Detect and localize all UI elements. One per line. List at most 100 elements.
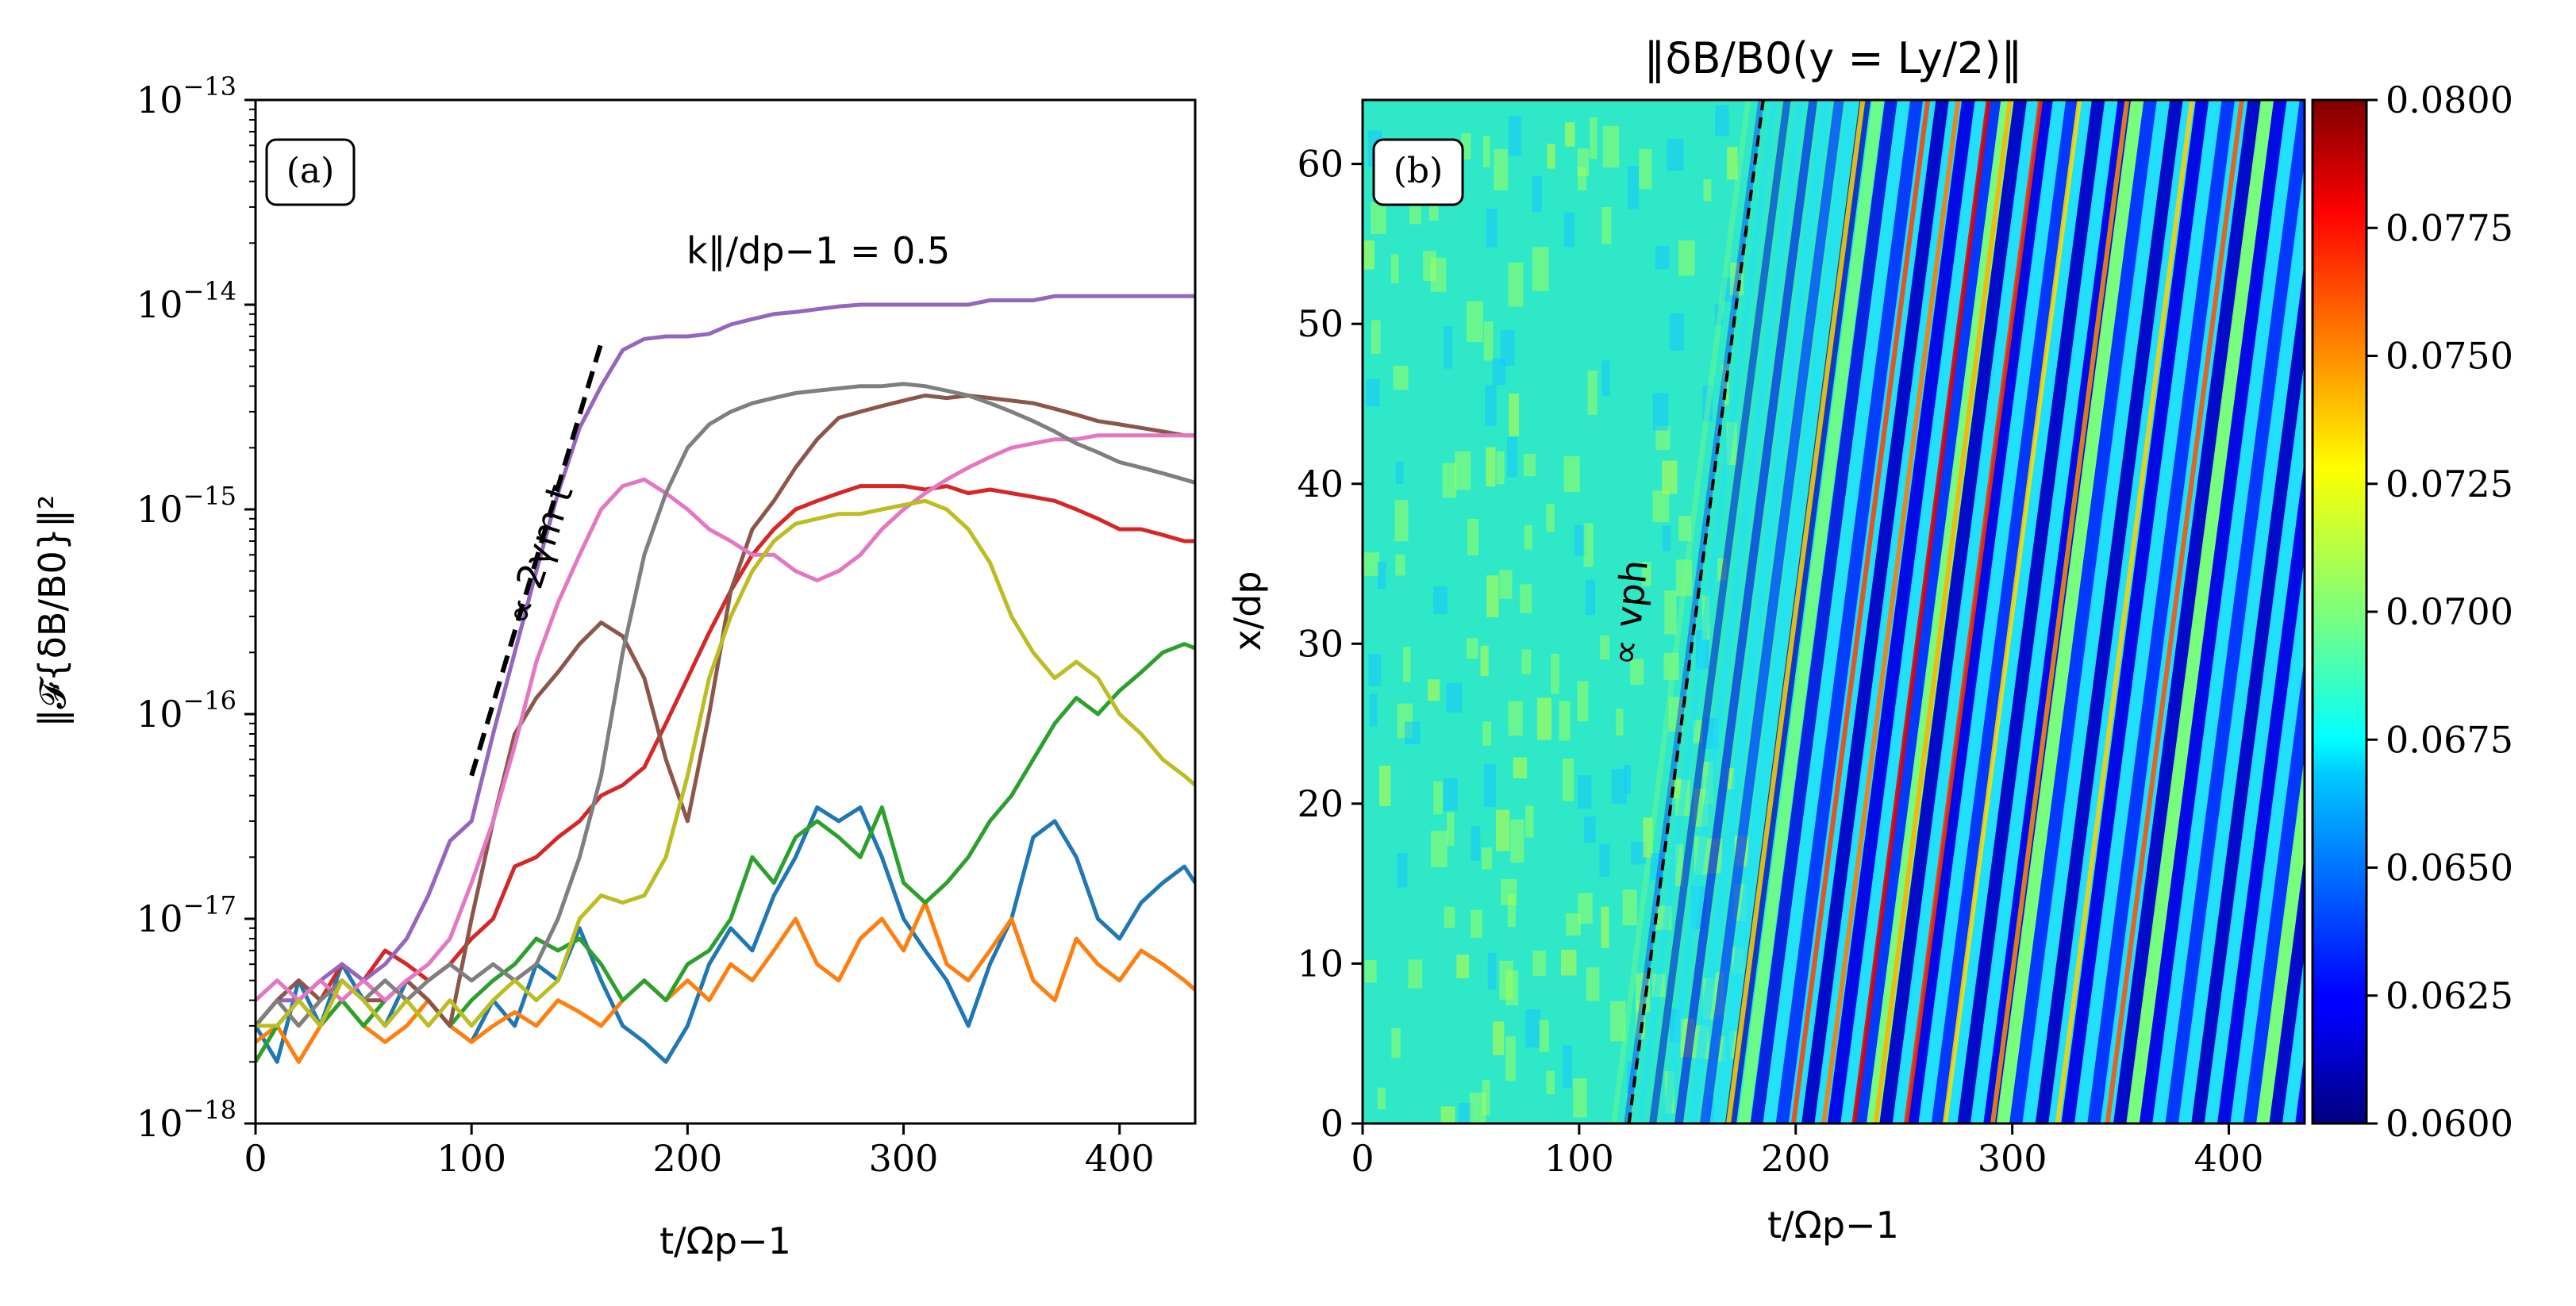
- heatmap-stripe: [1970, 100, 2120, 1124]
- heatmap-stripe: [2165, 100, 2305, 1124]
- heatmap-cell: [1480, 645, 1489, 677]
- heatmap-cell: [1469, 1093, 1486, 1124]
- heatmap-cell: [1508, 262, 1524, 307]
- panel-a-ytick-label: 10−16: [136, 686, 236, 736]
- heatmap-cell: [1371, 320, 1381, 354]
- heatmap-stripe: [2113, 100, 2263, 1124]
- heatmap-cell: [1523, 453, 1536, 477]
- heatmap-cell: [1430, 257, 1447, 292]
- heatmap-stripe: [1763, 100, 1911, 1124]
- heatmap-cell: [1586, 967, 1600, 1001]
- heatmap-cell: [1363, 240, 1375, 270]
- heatmap-cell: [1611, 769, 1628, 805]
- panel-b-ytick-label: 20: [1297, 782, 1344, 825]
- heatmap-ridge: [1726, 100, 1866, 1124]
- heatmap-cell: [1499, 570, 1513, 599]
- heatmap-cell: [1652, 974, 1666, 997]
- heatmap-cell: [1446, 682, 1463, 713]
- colorbar-ticks: 0.0600 0.0625 0.0650 0.0675 0.0700 0.0725 0.07…: [2366, 79, 2513, 1145]
- heatmap-cell: [1507, 436, 1517, 477]
- heatmap-cell: [1510, 819, 1524, 863]
- heatmap-cell: [1483, 763, 1497, 807]
- heatmap-cell: [1405, 721, 1421, 745]
- heatmap-cell: [1458, 1103, 1473, 1124]
- heatmap-cell: [1630, 659, 1644, 686]
- heatmap-stripe: [1737, 100, 1884, 1124]
- k-parallel-annotation: k∥/dp−1 = 0.5: [686, 229, 950, 272]
- heatmap-stripes: [1363, 100, 2305, 1124]
- heatmap-cell: [1587, 371, 1598, 415]
- heatmap-stripe: [1905, 100, 2055, 1124]
- colorbar-tick-label: 0.0775: [2386, 206, 2513, 249]
- heatmap-cell: [1532, 247, 1549, 291]
- heatmap-cell: [1546, 1070, 1555, 1095]
- heatmap-cell: [1662, 525, 1671, 551]
- heatmap-cell: [1590, 117, 1598, 159]
- heatmap-cell: [1482, 721, 1491, 746]
- heatmap-cell: [1655, 905, 1672, 930]
- heatmap-cell: [1403, 647, 1411, 682]
- heatmap-cell: [1482, 1079, 1490, 1116]
- heatmap-cell: [1601, 360, 1610, 397]
- heatmap-stripe: [2139, 100, 2289, 1124]
- heatmap-cell: [1377, 562, 1386, 590]
- heatmap-cell: [1447, 812, 1455, 847]
- heatmap-cell: [1578, 775, 1592, 809]
- heatmap-cell: [1564, 122, 1575, 147]
- heatmap-ridge: [1821, 100, 1961, 1124]
- heatmap-cell: [1574, 524, 1586, 556]
- heatmap-cell: [1428, 679, 1440, 701]
- heatmap-cell: [1394, 500, 1409, 542]
- heatmap-cell: [1508, 116, 1521, 156]
- heatmap-cell: [1444, 778, 1458, 811]
- heatmap-cell: [1678, 240, 1695, 276]
- heatmap-cell: [1718, 1036, 1726, 1062]
- heatmap-cell: [1583, 816, 1596, 843]
- panel-a-label-box: (a): [265, 138, 356, 206]
- heatmap-cell: [1525, 1009, 1541, 1048]
- heatmap-cell: [1678, 516, 1692, 541]
- heatmap-cell: [1578, 893, 1593, 924]
- heatmap-cell: [1487, 952, 1497, 990]
- heatmap-cell: [1408, 959, 1423, 989]
- heatmap-cell: [1655, 245, 1670, 270]
- heatmap-cell: [1675, 779, 1690, 816]
- heatmap-cell: [1486, 209, 1498, 248]
- heatmap-stripe: [1918, 100, 2067, 1124]
- heatmap-cell: [1650, 853, 1664, 881]
- phase-velocity-line: [1627, 99, 1765, 1124]
- heatmap-cell: [1727, 147, 1738, 180]
- heatmap-cell: [1496, 451, 1505, 485]
- growth-guide-line: [469, 342, 604, 777]
- heatmap-cell: [1483, 321, 1494, 361]
- heatmap-cell: [1379, 765, 1391, 807]
- heatmap-cell: [1508, 701, 1523, 736]
- heatmap-cell: [1703, 179, 1712, 202]
- panel-a-series: [256, 294, 1195, 1064]
- heatmap-cell: [1505, 970, 1519, 1006]
- panel-b-ticks: 0 100 200 300 400 0 10 20 30 40 50 60: [1297, 143, 2263, 1180]
- heatmap-cell: [1456, 955, 1470, 978]
- heatmap-cell: [1471, 909, 1482, 938]
- heatmap-cell: [1433, 781, 1443, 815]
- panel-b-ytick-label: 60: [1297, 143, 1344, 186]
- heatmap-cell: [1471, 826, 1481, 861]
- heatmap-cell: [1397, 853, 1408, 888]
- heatmap-stripe: [2152, 100, 2301, 1124]
- heatmap-cell: [1662, 460, 1678, 494]
- heatmap-cell: [1444, 906, 1455, 928]
- colorbar-tick-label: 0.0800: [2386, 79, 2513, 121]
- heatmap-cell: [1636, 1000, 1646, 1039]
- heatmap-stripe: [1879, 100, 2028, 1124]
- panel-a-ytick-label: 10−14: [136, 276, 236, 326]
- colorbar-tick-label: 0.0675: [2386, 718, 2513, 761]
- panel-a-ytick-label: 10−17: [136, 890, 236, 940]
- heatmap-cell: [1368, 654, 1382, 686]
- heatmap-cell: [1444, 326, 1452, 369]
- heatmap-cell: [1501, 329, 1515, 366]
- heatmap-cell: [1701, 595, 1710, 640]
- heatmap-cell: [1599, 843, 1610, 878]
- heatmap-cell: [1702, 385, 1713, 421]
- heatmap-stripe: [1674, 100, 1818, 1124]
